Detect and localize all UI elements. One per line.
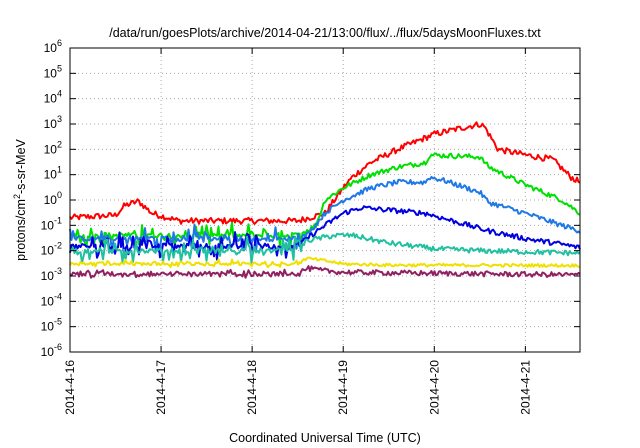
y-tick-exp: 4 bbox=[57, 89, 62, 99]
y-tick-exp: -2 bbox=[54, 241, 62, 251]
y-tick-label: 10-6 bbox=[41, 342, 62, 359]
y-tick-base: 10 bbox=[44, 41, 58, 55]
y-axis-label: protons/cm2-s-sr-MeV bbox=[12, 138, 28, 260]
y-tick-label: 100 bbox=[44, 190, 62, 207]
y-tick-label: 10-2 bbox=[41, 241, 62, 258]
y-tick-exp: 2 bbox=[57, 139, 62, 149]
y-tick-base: 10 bbox=[41, 345, 55, 359]
y-tick-label: 10-5 bbox=[41, 317, 62, 334]
y-tick-base: 10 bbox=[41, 269, 55, 283]
y-tick-base: 10 bbox=[44, 117, 58, 131]
y-tick-base: 10 bbox=[44, 193, 58, 207]
series-line-5 bbox=[69, 232, 581, 264]
y-tick-label: 106 bbox=[44, 38, 62, 55]
y-axis-label-pre: protons/cm bbox=[14, 199, 28, 261]
y-tick-base: 10 bbox=[44, 66, 58, 80]
series-line-6 bbox=[69, 256, 581, 269]
series-line-7 bbox=[69, 265, 581, 279]
chart-title: /data/run/goesPlots/archive/2014-04-21/1… bbox=[109, 26, 541, 40]
y-tick-base: 10 bbox=[41, 294, 55, 308]
y-tick-base: 10 bbox=[44, 168, 58, 182]
y-axis-label-post: -s-sr-MeV bbox=[14, 138, 28, 194]
y-axis-label-sup: 2 bbox=[12, 194, 22, 199]
y-tick-exp: -1 bbox=[54, 215, 62, 225]
y-tick-exp: 3 bbox=[57, 114, 62, 124]
x-tick-label: 2014-4-18 bbox=[245, 360, 259, 415]
x-axis: 2014-4-16 2014-4-17 2014-4-18 2014-4-19 2014… bbox=[63, 48, 532, 415]
y-tick-exp: 1 bbox=[57, 165, 62, 175]
series-group bbox=[69, 121, 581, 279]
x-axis-label: Coordinated Universal Time (UTC) bbox=[229, 431, 421, 445]
y-tick-base: 10 bbox=[41, 218, 55, 232]
y-tick-base: 10 bbox=[41, 244, 55, 258]
y-tick-exp: -4 bbox=[54, 291, 62, 301]
x-tick-label: 2014-4-20 bbox=[427, 360, 441, 415]
series-line-4 bbox=[69, 205, 581, 261]
y-axis: 10610510410310210110010-110-210-310-410-… bbox=[41, 38, 580, 359]
x-tick-label: 2014-4-19 bbox=[336, 360, 350, 415]
y-tick-base: 10 bbox=[41, 320, 55, 334]
y-tick-label: 10-3 bbox=[41, 266, 62, 283]
grid bbox=[70, 48, 580, 352]
series-line-1 bbox=[69, 121, 581, 225]
y-tick-exp: -6 bbox=[54, 342, 62, 352]
y-tick-base: 10 bbox=[44, 142, 58, 156]
y-tick-label: 102 bbox=[44, 139, 62, 156]
y-tick-label: 10-4 bbox=[41, 291, 62, 308]
x-tick-label: 2014-4-21 bbox=[518, 360, 532, 415]
y-tick-exp: 0 bbox=[57, 190, 62, 200]
y-tick-label: 101 bbox=[44, 165, 62, 182]
y-tick-exp: -3 bbox=[54, 266, 62, 276]
series-line-3 bbox=[69, 175, 581, 253]
y-tick-exp: -5 bbox=[54, 317, 62, 327]
y-tick-label: 10-1 bbox=[41, 215, 62, 232]
y-tick-exp: 6 bbox=[57, 38, 62, 48]
y-tick-label: 105 bbox=[44, 63, 62, 80]
series-line-2 bbox=[69, 152, 581, 248]
x-tick-label: 2014-4-17 bbox=[154, 360, 168, 415]
x-tick-label: 2014-4-16 bbox=[63, 360, 77, 415]
y-tick-base: 10 bbox=[44, 92, 58, 106]
y-tick-label: 104 bbox=[44, 89, 62, 106]
y-tick-exp: 5 bbox=[57, 63, 62, 73]
y-tick-label: 103 bbox=[44, 114, 62, 131]
